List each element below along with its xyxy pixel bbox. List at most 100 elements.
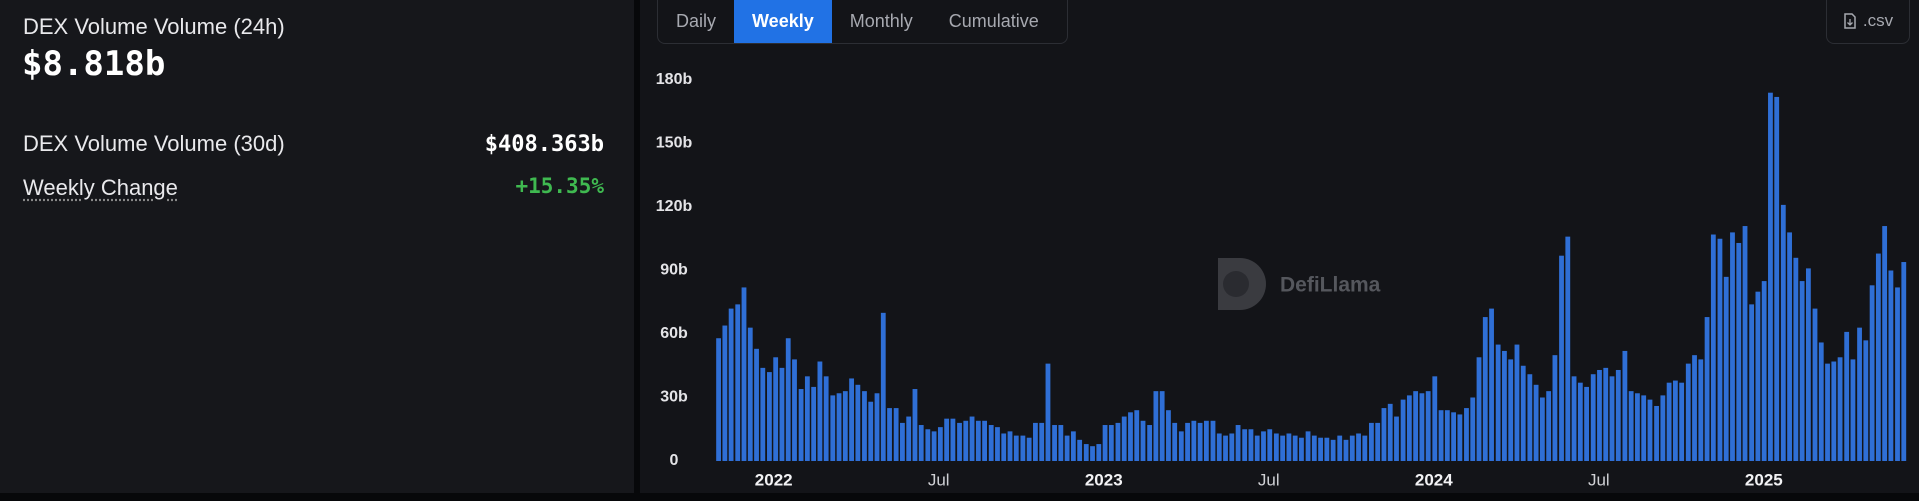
bar	[1514, 344, 1520, 461]
bar	[1749, 304, 1755, 461]
bar	[1356, 433, 1361, 461]
bar	[1685, 363, 1691, 461]
bar	[1248, 429, 1254, 461]
bar	[1052, 425, 1057, 461]
bar	[1166, 410, 1171, 461]
bar	[1444, 410, 1450, 461]
bar	[1546, 391, 1552, 461]
bar	[1406, 395, 1412, 461]
bar	[754, 348, 759, 461]
bar	[1292, 435, 1298, 461]
watermark-logo	[1218, 258, 1266, 310]
tab[interactable]: Monthly	[849, 11, 913, 31]
watermark: DefiLlama	[1280, 274, 1381, 297]
tab[interactable]: Daily	[676, 11, 717, 31]
bar	[1628, 391, 1634, 461]
bar	[842, 391, 848, 461]
bar	[1007, 431, 1013, 461]
bar	[1869, 285, 1875, 461]
volume-24h-value: $8.818b	[22, 44, 166, 84]
bar	[1438, 410, 1444, 461]
bar	[1425, 391, 1431, 461]
bar	[988, 425, 994, 461]
bar	[1387, 403, 1393, 461]
y-tick-label: 150b	[656, 135, 693, 152]
bar	[1844, 331, 1850, 461]
bar	[1153, 391, 1159, 461]
bar	[1242, 429, 1248, 461]
bar	[1064, 435, 1070, 461]
x-tick-label: 2024	[1415, 470, 1453, 489]
bar	[1172, 422, 1178, 461]
bar	[1672, 380, 1678, 461]
bar	[982, 420, 988, 461]
bar	[1299, 437, 1304, 461]
weekly-change-label[interactable]: Weekly Change	[23, 175, 178, 200]
bar	[830, 395, 836, 461]
bar	[767, 372, 772, 461]
bar	[798, 389, 804, 461]
bar	[880, 312, 886, 461]
y-tick-label: 180b	[656, 71, 693, 88]
bar	[1026, 437, 1032, 461]
bar	[1635, 393, 1640, 461]
bar	[779, 367, 785, 461]
bar	[1768, 92, 1773, 461]
bar	[1603, 367, 1609, 461]
bar	[1090, 446, 1095, 461]
y-tick-label: 120b	[656, 198, 693, 215]
interval-tabs: Daily Weekly Monthly Cumulative	[657, 0, 1068, 44]
bar	[1520, 365, 1526, 461]
tab[interactable]: Cumulative	[948, 11, 1039, 31]
tab[interactable]: Weekly	[734, 0, 832, 43]
bar	[1413, 391, 1419, 461]
bar	[1159, 391, 1165, 461]
bar	[1457, 414, 1463, 461]
bar	[1698, 359, 1704, 461]
bar	[823, 376, 829, 461]
x-tick-label: Jul	[1258, 470, 1280, 489]
bar	[1584, 386, 1590, 461]
csv-button[interactable]: .csv	[1826, 0, 1910, 44]
bar	[1210, 420, 1216, 461]
bar	[1863, 340, 1869, 461]
bar	[1394, 416, 1399, 461]
bar	[811, 386, 817, 461]
bar	[1134, 410, 1140, 461]
bar	[1115, 422, 1121, 461]
bar	[1654, 405, 1659, 461]
bar	[1343, 439, 1349, 461]
bar	[1476, 357, 1482, 461]
bar	[1077, 439, 1083, 461]
bar	[969, 416, 975, 461]
bar	[1888, 270, 1894, 461]
bar	[1780, 204, 1786, 461]
volume-24h-label: DEX Volume Volume (24h)	[23, 14, 285, 39]
bar	[1774, 96, 1780, 461]
bar	[893, 408, 899, 461]
bar	[1191, 420, 1197, 461]
bar	[1375, 422, 1381, 461]
bar	[1254, 435, 1260, 461]
bar	[728, 308, 734, 461]
bar	[1197, 422, 1203, 461]
csv-label: .csv	[1862, 11, 1894, 30]
bar	[1419, 393, 1425, 461]
bar	[849, 378, 854, 461]
bar	[1267, 429, 1273, 461]
bar	[1565, 236, 1571, 461]
x-tick-label: 2023	[1085, 470, 1123, 489]
bar	[963, 420, 969, 461]
bar	[1660, 395, 1666, 461]
bar	[760, 367, 766, 461]
bar	[912, 389, 918, 461]
y-tick-label: 90b	[660, 262, 688, 279]
bar	[995, 427, 1000, 461]
bar	[1451, 412, 1456, 461]
bar	[887, 408, 892, 461]
bar	[1381, 408, 1387, 461]
bar	[1083, 444, 1089, 461]
bar	[1013, 435, 1019, 461]
x-tick-label: 2022	[755, 470, 793, 489]
bar	[804, 376, 810, 461]
